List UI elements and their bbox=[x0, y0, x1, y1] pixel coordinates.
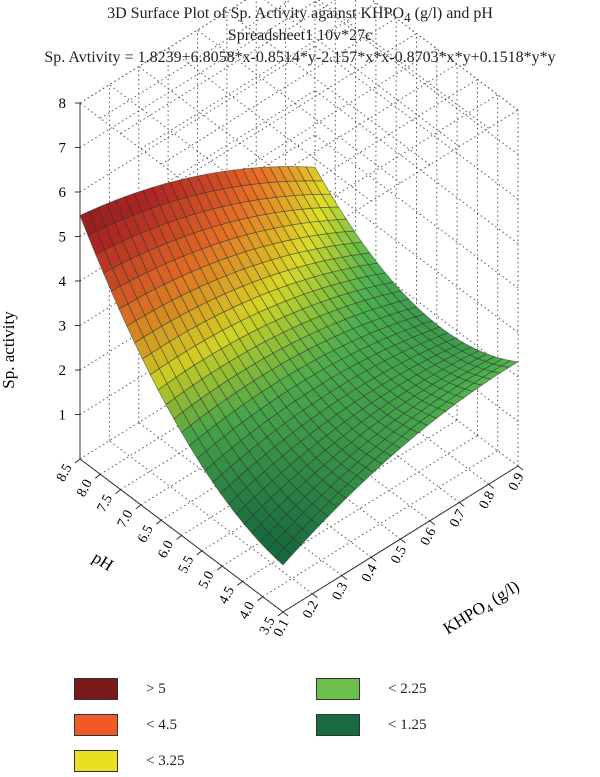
chart-title-main: 3D Surface Plot of Sp. Activity against … bbox=[107, 5, 404, 22]
surface-cell bbox=[305, 166, 324, 182]
x-tick-label: 0.3 bbox=[330, 580, 351, 602]
x-tick bbox=[400, 538, 406, 544]
z-tick-label: 5 bbox=[59, 230, 67, 246]
y-tick bbox=[176, 535, 182, 540]
y-tick-label: 6.0 bbox=[156, 538, 177, 560]
surface bbox=[79, 166, 520, 566]
y-tick-label: 5.5 bbox=[176, 554, 197, 576]
y-tick bbox=[277, 611, 284, 617]
x-tick bbox=[312, 593, 318, 599]
chart-equation: Sp. Avtivity = 1.8239+6.8058*x-0.8514*y-… bbox=[44, 49, 556, 66]
z-tick-label: 1 bbox=[59, 408, 67, 424]
x-tick bbox=[429, 520, 436, 526]
z-tick-label: 4 bbox=[59, 274, 67, 290]
y-tick-label: 8.5 bbox=[54, 462, 75, 484]
chart-title-subscript: 4 bbox=[404, 10, 411, 26]
z-tick-label: 7 bbox=[59, 141, 67, 157]
y-tick bbox=[155, 519, 162, 525]
x-axis-label-main: KHPO bbox=[440, 597, 489, 638]
y-tick-label: 5.0 bbox=[196, 569, 217, 591]
x-tick-label: 0.5 bbox=[389, 544, 410, 566]
x-axis-label-suffix: (g/l) bbox=[484, 577, 523, 611]
x-axis-label: KHPO4 (g/l) bbox=[440, 577, 524, 641]
y-tick bbox=[237, 581, 243, 586]
chart-title: 3D Surface Plot of Sp. Activity against … bbox=[0, 4, 600, 28]
y-tick bbox=[196, 550, 203, 556]
x-tick bbox=[458, 502, 465, 507]
y-axis-label: pH bbox=[89, 548, 117, 575]
y-tick bbox=[216, 565, 223, 571]
x-tick-label: 0.8 bbox=[477, 489, 498, 511]
y-tick bbox=[94, 473, 101, 479]
z-tick-label: 3 bbox=[59, 319, 67, 335]
x-tick-label: 0.7 bbox=[447, 507, 468, 529]
x-tick-label: 0.6 bbox=[418, 526, 439, 548]
x-tick bbox=[488, 483, 494, 489]
x-tick-label: 0.2 bbox=[300, 599, 321, 621]
y-tick-label: 4.5 bbox=[216, 584, 237, 606]
chart-title-suffix: (g/l) and pH bbox=[410, 5, 493, 22]
x-tick-label: 0.4 bbox=[359, 562, 380, 584]
x-tick-label: 0.9 bbox=[506, 471, 527, 493]
y-tick-label: 4.0 bbox=[237, 600, 258, 622]
z-tick-label: 8 bbox=[59, 96, 67, 112]
y-tick bbox=[257, 596, 264, 602]
z-tick-label: 6 bbox=[59, 185, 67, 201]
y-tick bbox=[115, 489, 121, 494]
z-tick-label: 2 bbox=[59, 363, 67, 379]
z-axis-label: Sp. activity bbox=[0, 311, 18, 389]
x-tick bbox=[370, 556, 377, 562]
x-tick bbox=[282, 611, 289, 617]
x-tick bbox=[517, 465, 524, 471]
y-tick-label: 7.5 bbox=[95, 492, 116, 514]
x-tick-label: 0.1 bbox=[271, 617, 292, 639]
y-tick-label: 3.5 bbox=[257, 615, 278, 637]
y-tick-label: 8.0 bbox=[74, 477, 95, 499]
y-tick bbox=[135, 504, 142, 510]
y-tick-label: 7.0 bbox=[115, 508, 136, 530]
y-tick bbox=[74, 458, 81, 464]
x-tick bbox=[341, 575, 348, 580]
axes: 1 2 3 4 5 6 7 8 3.54.04.55.05.56.06.57.07.58.08.… bbox=[54, 96, 527, 639]
y-tick-label: 6.5 bbox=[135, 523, 156, 545]
